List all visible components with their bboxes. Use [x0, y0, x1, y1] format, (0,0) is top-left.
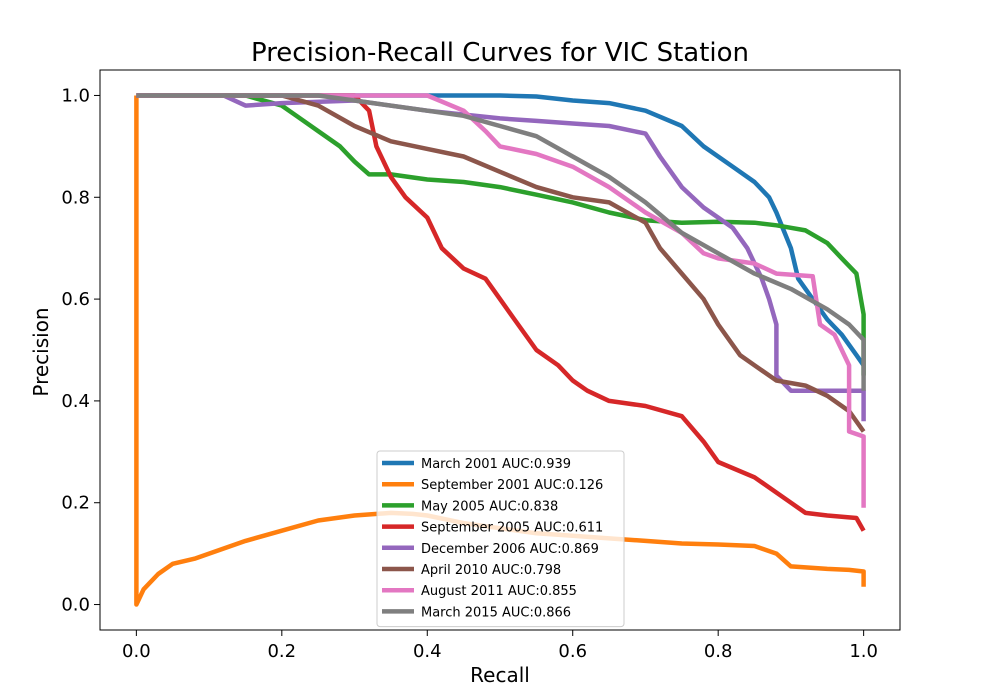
legend-label-4: September 2005 AUC:0.611: [421, 521, 603, 536]
series-line-4: [136, 93, 866, 532]
y-tick-label: 0.6: [61, 289, 90, 310]
legend-label-2: September 2001 AUC:0.126: [421, 478, 603, 493]
series-line-1: [136, 93, 866, 367]
x-tick-label: 1.0: [849, 641, 878, 662]
x-tick-label: 0.2: [267, 641, 296, 662]
y-tick-label: 1.0: [61, 85, 90, 106]
x-axis-label: Recall: [470, 663, 530, 687]
plot-frame: [99, 69, 901, 631]
legend-label-6: April 2010 AUC:0.798: [421, 563, 561, 578]
series-line-6: [136, 93, 866, 433]
legend-label-1: March 2001 AUC:0.939: [421, 457, 571, 472]
legend-label-8: March 2015 AUC:0.866: [421, 605, 571, 620]
plot-area: [134, 93, 866, 607]
y-axis-label: Precision: [29, 307, 53, 396]
legend-label-5: December 2006 AUC:0.869: [421, 542, 599, 557]
legend: March 2001 AUC:0.939 September 2001 AUC:0…: [376, 450, 625, 628]
series-line-3: [136, 93, 866, 376]
y-tick-label: 0.4: [61, 391, 90, 412]
x-tick-label: 0.4: [413, 641, 442, 662]
y-tick-label: 0.0: [61, 595, 90, 616]
chart-title: Precision-Recall Curves for VIC Station: [251, 38, 749, 68]
x-tick-label: 0.0: [122, 641, 151, 662]
legend-label-3: May 2005 AUC:0.838: [421, 499, 558, 514]
series-line-7: [136, 93, 866, 508]
legend-label-7: August 2011 AUC:0.855: [421, 584, 577, 599]
y-tick-label: 0.8: [61, 187, 90, 208]
legend-box: [376, 450, 625, 628]
y-tick-label: 0.2: [61, 493, 90, 514]
x-tick-label: 0.8: [704, 641, 733, 662]
series-line-8: [136, 93, 866, 391]
axes: 0.0 0.2 0.4 0.6 0.8 1.0 0.0 0.2 0.4 0.6 0.8 1.0: [61, 69, 901, 662]
x-tick-label: 0.6: [558, 641, 587, 662]
